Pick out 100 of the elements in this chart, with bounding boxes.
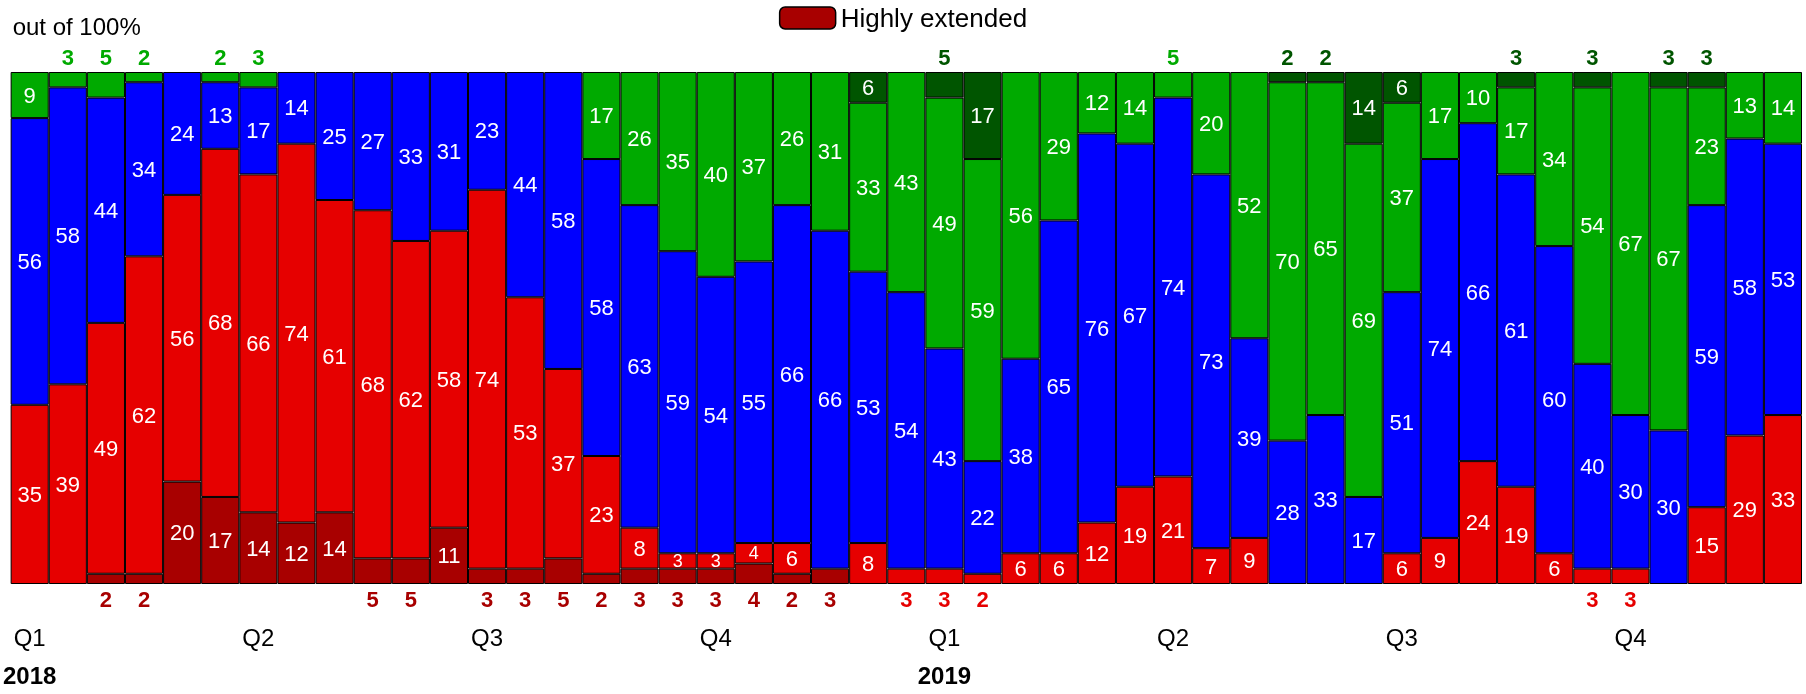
data-label: 7 bbox=[1205, 553, 1218, 579]
data-label: 61 bbox=[1503, 318, 1529, 344]
x-tick-label: Q4 bbox=[699, 623, 732, 651]
data-label: 74 bbox=[474, 366, 500, 392]
data-label: 19 bbox=[1122, 522, 1148, 548]
data-label: 3 bbox=[633, 586, 646, 612]
data-label: 2 bbox=[99, 586, 113, 612]
data-label: 3 bbox=[1586, 586, 1599, 612]
data-label: 3 bbox=[710, 550, 721, 571]
data-label: 5 bbox=[938, 44, 951, 70]
data-label: 56 bbox=[17, 248, 42, 274]
data-label: 60 bbox=[1542, 387, 1567, 413]
data-label: 54 bbox=[894, 417, 919, 443]
data-label: 9 bbox=[1433, 548, 1447, 574]
data-label: 17 bbox=[246, 118, 271, 144]
data-label: 6 bbox=[1395, 74, 1408, 100]
data-label: 68 bbox=[208, 310, 233, 336]
data-label: 24 bbox=[169, 120, 195, 146]
data-label: 12 bbox=[1084, 540, 1110, 566]
data-label: 37 bbox=[741, 154, 767, 180]
data-label: 39 bbox=[55, 471, 81, 497]
data-label: 53 bbox=[512, 420, 538, 446]
data-label: 3 bbox=[1586, 44, 1599, 70]
data-label: 67 bbox=[1122, 302, 1148, 328]
data-label: 23 bbox=[1694, 133, 1719, 159]
data-label: 29 bbox=[1046, 133, 1072, 159]
data-label: 3 bbox=[1700, 44, 1713, 70]
data-label: 3 bbox=[709, 586, 722, 612]
data-label: 31 bbox=[817, 138, 843, 164]
data-label: 44 bbox=[93, 197, 119, 223]
data-label: 3 bbox=[519, 586, 532, 612]
data-label: 73 bbox=[1198, 348, 1224, 374]
data-label: 55 bbox=[741, 389, 767, 415]
data-label: 37 bbox=[551, 451, 576, 477]
data-label: 3 bbox=[938, 586, 951, 612]
y-axis-title: out of 100% bbox=[12, 12, 141, 40]
data-label: 20 bbox=[1198, 110, 1224, 136]
data-label: 37 bbox=[1389, 184, 1415, 210]
data-label: 3 bbox=[252, 44, 265, 70]
data-label: 34 bbox=[131, 156, 157, 182]
data-label: 5 bbox=[1166, 44, 1180, 70]
data-label: 34 bbox=[1542, 146, 1567, 172]
data-label: 70 bbox=[1275, 248, 1300, 274]
data-label: 3 bbox=[1662, 44, 1675, 70]
data-label: 17 bbox=[1427, 103, 1453, 129]
data-label: 29 bbox=[1732, 497, 1758, 523]
data-label: 5 bbox=[366, 586, 379, 612]
data-label: 43 bbox=[894, 169, 919, 195]
data-label: 2 bbox=[785, 586, 799, 612]
data-label: 27 bbox=[360, 128, 385, 154]
data-label: 58 bbox=[436, 366, 462, 392]
data-label: 49 bbox=[93, 435, 119, 461]
x-tick-label: Q2 bbox=[242, 623, 275, 651]
data-label: 2 bbox=[214, 44, 227, 70]
data-label: 22 bbox=[970, 504, 995, 530]
data-label: 6 bbox=[785, 545, 799, 571]
data-label: 8 bbox=[862, 551, 875, 577]
data-label: 39 bbox=[1237, 425, 1262, 451]
data-label: 62 bbox=[131, 402, 157, 428]
data-label: 66 bbox=[246, 330, 271, 356]
data-label: 3 bbox=[480, 586, 494, 612]
data-label: 30 bbox=[1656, 494, 1681, 520]
data-label: 35 bbox=[17, 481, 42, 507]
x-tick-label: Q1 2019 bbox=[917, 623, 972, 689]
data-label: 17 bbox=[589, 103, 614, 129]
data-label: 23 bbox=[589, 502, 614, 528]
data-label: 3 bbox=[900, 586, 913, 612]
data-label: 33 bbox=[398, 143, 424, 169]
data-label: 65 bbox=[1313, 236, 1338, 262]
data-label: 6 bbox=[862, 74, 875, 100]
data-label: 17 bbox=[1503, 118, 1529, 144]
data-label: 3 bbox=[61, 44, 74, 70]
data-label: 3 bbox=[671, 586, 684, 612]
data-label: 14 bbox=[1122, 95, 1148, 121]
data-label: 14 bbox=[1770, 95, 1796, 121]
data-label: 76 bbox=[1084, 315, 1110, 341]
data-label: 74 bbox=[284, 320, 309, 346]
data-label: 63 bbox=[627, 353, 652, 379]
data-label: 9 bbox=[23, 82, 36, 108]
data-label: 67 bbox=[1656, 246, 1681, 272]
data-label: 30 bbox=[1618, 479, 1643, 505]
data-label: 66 bbox=[817, 387, 843, 413]
data-label: 68 bbox=[360, 371, 385, 397]
data-label: 13 bbox=[1732, 92, 1758, 118]
data-label: 17 bbox=[208, 527, 233, 553]
data-label: 6 bbox=[1014, 556, 1027, 582]
data-label: 14 bbox=[284, 95, 309, 121]
data-label: 6 bbox=[1395, 556, 1408, 582]
data-label: 43 bbox=[932, 446, 957, 472]
data-label: 58 bbox=[55, 223, 81, 249]
data-label: 2 bbox=[137, 586, 151, 612]
data-label: 66 bbox=[1465, 279, 1491, 305]
data-label: 56 bbox=[1008, 202, 1033, 228]
data-label: 6 bbox=[1052, 556, 1065, 582]
data-label: 3 bbox=[1624, 586, 1637, 612]
data-label: 56 bbox=[169, 325, 195, 351]
data-label: 66 bbox=[779, 361, 805, 387]
data-label: 53 bbox=[855, 394, 881, 420]
data-label: 74 bbox=[1160, 274, 1186, 300]
data-label: 23 bbox=[474, 118, 500, 144]
